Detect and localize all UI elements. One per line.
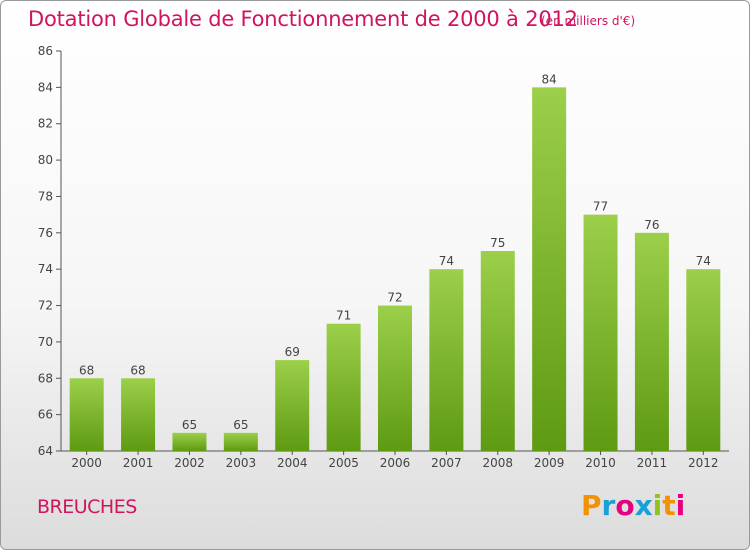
bar-value-label: 72 — [387, 291, 402, 305]
x-tick-label: 2004 — [277, 456, 308, 470]
x-tick-label: 2002 — [174, 456, 205, 470]
y-tick-label: 84 — [38, 80, 53, 94]
logo-letter: r — [601, 489, 616, 522]
x-tick-label: 2005 — [328, 456, 359, 470]
bar-value-label: 68 — [130, 363, 145, 377]
logo-letter: o — [615, 489, 635, 522]
x-tick-label: 2001 — [123, 456, 154, 470]
x-tick-label: 2007 — [431, 456, 462, 470]
logo-letter: i — [675, 489, 686, 522]
y-tick-label: 80 — [38, 153, 53, 167]
x-tick-label: 2011 — [637, 456, 668, 470]
proxiti-logo: Proxiti — [581, 489, 685, 522]
bars: 68 68 65 65 69 71 72 74 75 84 77 76 74 — [69, 72, 721, 451]
bar-value-label: 74 — [439, 254, 454, 268]
bar-2003 — [223, 432, 258, 451]
y-tick-label: 76 — [38, 226, 53, 240]
y-tick-label: 78 — [38, 189, 53, 203]
chart-title: Dotation Globale de Fonctionnement de 20… — [28, 7, 578, 31]
bar-2002 — [172, 432, 207, 451]
y-tick-label: 68 — [38, 371, 53, 385]
x-tick-label: 2003 — [226, 456, 257, 470]
y-tick-label: 64 — [38, 444, 53, 458]
bar-2011 — [634, 232, 669, 451]
x-tick-label: 2000 — [71, 456, 102, 470]
bar-value-label: 75 — [490, 236, 505, 250]
logo-letter: t — [662, 489, 676, 522]
bar-value-label: 71 — [336, 309, 351, 323]
bar-value-label: 65 — [182, 418, 197, 432]
logo-letter: x — [634, 489, 653, 522]
chart-unit: (en milliers d'€) — [541, 14, 636, 28]
x-axis: 2000 2001 2002 2003 2004 2005 2006 2007 2008 2009… — [61, 450, 729, 470]
bar-value-label: 76 — [644, 218, 659, 232]
bar-value-label: 68 — [79, 363, 94, 377]
commune-name: BREUCHES — [37, 496, 137, 518]
bar-2006 — [378, 305, 412, 451]
x-tick-label: 2010 — [585, 456, 616, 470]
logo-letter: i — [652, 489, 663, 522]
y-axis: 64 66 68 70 72 74 76 78 80 82 84 86 — [38, 44, 62, 458]
x-tick-label: 2008 — [482, 456, 513, 470]
y-tick-label: 74 — [38, 262, 53, 276]
bar-2008 — [480, 251, 515, 451]
bar-2004 — [275, 360, 310, 451]
bar-2009 — [532, 87, 567, 451]
x-tick-label: 2006 — [380, 456, 411, 470]
bar-value-label: 69 — [285, 345, 300, 359]
bar-2000 — [69, 378, 104, 451]
y-tick-label: 82 — [38, 117, 53, 131]
bar-value-label: 74 — [696, 254, 711, 268]
bar-value-label: 65 — [233, 418, 248, 432]
y-tick-label: 70 — [38, 335, 53, 349]
y-tick-label: 72 — [38, 299, 53, 313]
x-tick-label: 2009 — [534, 456, 565, 470]
bar-2012 — [686, 269, 721, 451]
x-tick-label: 2012 — [688, 456, 719, 470]
bar-value-label: 77 — [593, 200, 608, 214]
bar-2001 — [121, 378, 156, 451]
logo-letter: P — [581, 489, 602, 522]
bar-value-label: 84 — [542, 72, 557, 86]
y-tick-label: 66 — [38, 408, 53, 422]
bar-2005 — [326, 323, 361, 451]
y-tick-label: 86 — [38, 44, 53, 58]
bar-2010 — [583, 214, 618, 451]
bar-2007 — [429, 269, 464, 451]
